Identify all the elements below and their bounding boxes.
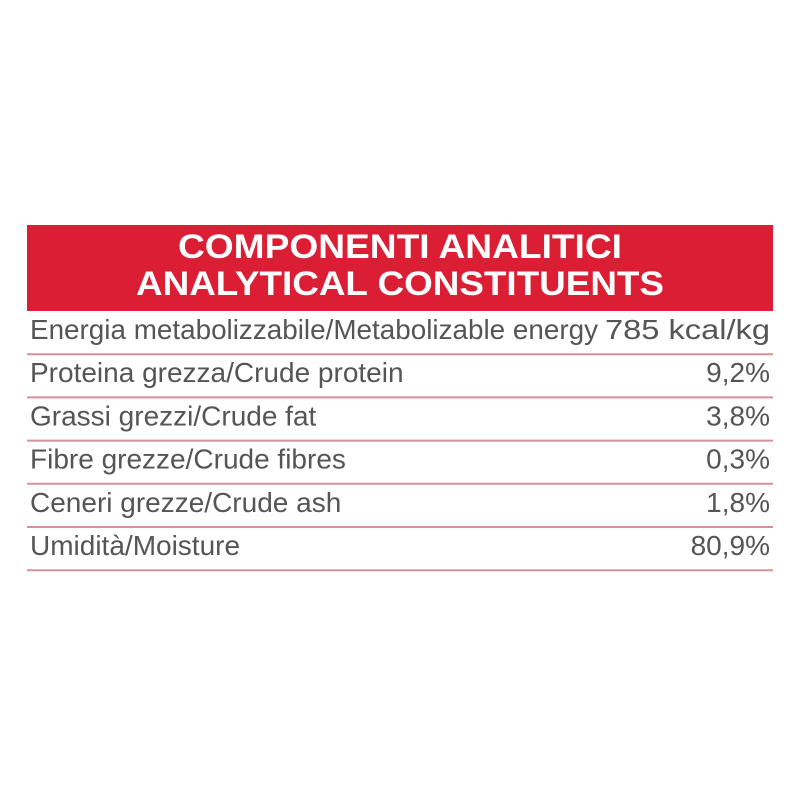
table: Energia metabolizzabile/Metabolizable en… [27, 314, 773, 572]
row-value: 80,9% [691, 530, 770, 561]
row-label: Umidità/Moisture [30, 530, 240, 561]
header-title: COMPONENTI ANALITICI [178, 228, 622, 266]
header-subtitle: ANALYTICAL CONSTITUENTS [136, 265, 664, 303]
header-band [27, 225, 773, 311]
row-value: 9,2% [706, 357, 770, 388]
row-value: 1,8% [706, 487, 770, 518]
row-label: Proteina grezza/Crude protein [30, 357, 404, 388]
row-value: 785 kcal/kg [605, 314, 770, 345]
row-label: Ceneri grezze/Crude ash [30, 487, 341, 518]
row-value: 0,3% [706, 444, 770, 475]
row-label: Grassi grezzi/Crude fat [30, 400, 317, 431]
row-label: Fibre grezze/Crude fibres [30, 444, 346, 475]
row-value: 3,8% [706, 400, 770, 431]
row-label: Energia metabolizzabile/Metabolizable en… [30, 314, 598, 345]
